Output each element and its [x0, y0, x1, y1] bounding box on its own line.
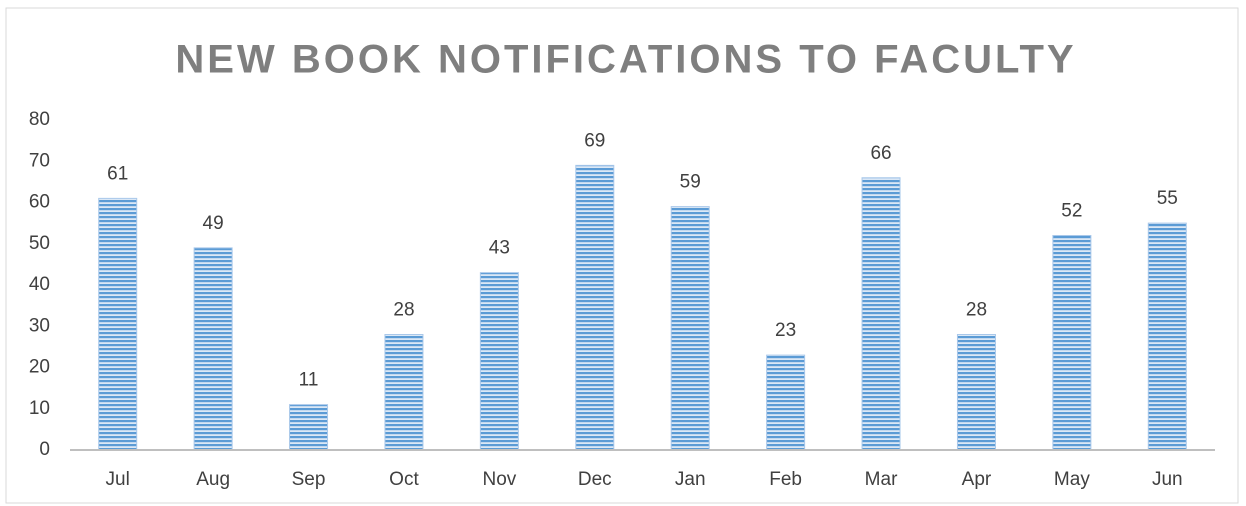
bar	[1052, 235, 1092, 451]
bar	[956, 334, 996, 451]
chart-title: NEW BOOK NOTIFICATIONS TO FACULTY	[175, 38, 1076, 82]
x-tick-label: Sep	[292, 469, 326, 490]
data-label: 59	[680, 172, 701, 193]
y-tick-label: 30	[29, 315, 50, 336]
data-label: 52	[1061, 201, 1082, 222]
data-label: 43	[489, 238, 510, 259]
x-tick-label: May	[1054, 469, 1090, 490]
bar	[193, 247, 233, 451]
data-label: 61	[107, 163, 128, 184]
data-label: 28	[393, 300, 414, 321]
bar	[1147, 222, 1187, 451]
x-tick-label: Jun	[1152, 469, 1183, 490]
x-tick-label: Aug	[196, 469, 230, 490]
x-tick-label: Jul	[106, 469, 130, 490]
bar	[766, 354, 806, 451]
y-tick-label: 60	[29, 192, 50, 213]
x-tick-label: Mar	[865, 469, 898, 490]
bar	[670, 206, 710, 451]
y-tick-label: 80	[29, 109, 50, 130]
data-label: 28	[966, 300, 987, 321]
data-label: 23	[775, 320, 796, 341]
x-tick-label: Nov	[482, 469, 516, 490]
y-tick-label: 20	[29, 357, 50, 378]
bar	[384, 334, 424, 451]
data-label: 49	[203, 213, 224, 234]
bar	[289, 404, 329, 451]
y-tick-label: 10	[29, 398, 50, 419]
bar	[575, 164, 615, 451]
data-label: 69	[584, 130, 605, 151]
x-tick-label: Dec	[578, 469, 612, 490]
data-label: 55	[1157, 188, 1178, 209]
x-tick-label: Oct	[389, 469, 419, 490]
x-tick-label: Feb	[769, 469, 802, 490]
bar	[98, 197, 138, 451]
y-tick-label: 0	[39, 439, 50, 460]
x-tick-label: Apr	[962, 469, 992, 490]
x-tick-label: Jan	[675, 469, 706, 490]
data-label: 11	[299, 370, 319, 391]
y-tick-label: 40	[29, 274, 50, 295]
y-tick-label: 70	[29, 150, 50, 171]
y-tick-label: 50	[29, 233, 50, 254]
data-label: 66	[870, 143, 891, 164]
bar	[479, 272, 519, 451]
bar	[861, 177, 901, 451]
